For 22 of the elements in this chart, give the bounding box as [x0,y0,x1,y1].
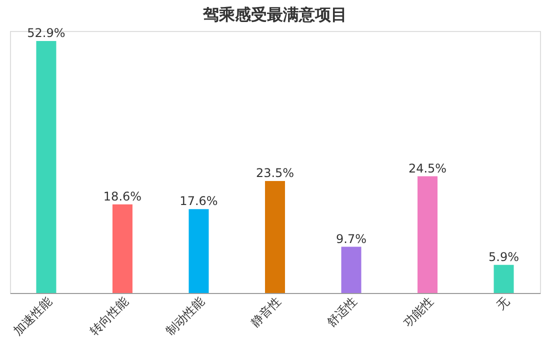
chart-title: 驾乘感受最满意项目 [202,5,347,24]
x-tick-label: 制动性能 [163,294,208,338]
bar [494,264,514,293]
data-label: 52.9% [27,26,66,40]
x-tick-label: 静音性 [248,294,284,330]
x-tick-label: 加速性能 [10,294,55,338]
x-tick-label: 转向性能 [87,294,131,338]
bar [188,209,209,293]
x-tick-label: 舒适性 [324,294,360,330]
bar [341,246,362,293]
data-label: 5.9% [488,250,520,264]
x-tick-label: 功能性 [400,294,436,330]
data-label: 18.6% [103,189,142,204]
bar [265,181,285,293]
data-label: 23.5% [256,166,294,180]
x-tick-label: 无 [494,294,512,312]
data-label: 24.5% [408,161,447,176]
bar [418,176,438,293]
data-label: 9.7% [336,232,367,246]
bar [112,204,132,293]
bar [36,41,56,293]
data-label: 17.6% [180,194,218,208]
